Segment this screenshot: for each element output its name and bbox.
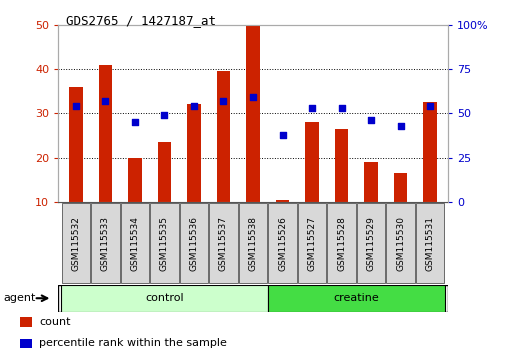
Text: GSM115536: GSM115536 xyxy=(189,216,198,271)
Text: GSM115530: GSM115530 xyxy=(395,216,405,271)
Text: GSM115533: GSM115533 xyxy=(100,216,110,271)
FancyBboxPatch shape xyxy=(91,204,119,283)
FancyBboxPatch shape xyxy=(268,204,296,283)
FancyBboxPatch shape xyxy=(297,204,326,283)
Text: count: count xyxy=(39,317,71,327)
Point xyxy=(248,95,257,100)
Bar xyxy=(98,65,112,202)
Point xyxy=(189,103,197,109)
Bar xyxy=(187,104,200,202)
FancyBboxPatch shape xyxy=(267,285,444,312)
Text: GSM115532: GSM115532 xyxy=(71,216,80,271)
Text: GSM115529: GSM115529 xyxy=(366,216,375,271)
Point xyxy=(219,98,227,104)
Point xyxy=(337,105,345,111)
Bar xyxy=(128,158,141,202)
Point xyxy=(308,105,316,111)
Point xyxy=(101,98,109,104)
Text: GSM115537: GSM115537 xyxy=(219,216,228,271)
Bar xyxy=(423,102,436,202)
Text: agent: agent xyxy=(3,293,35,303)
Bar xyxy=(217,71,230,202)
Text: control: control xyxy=(145,293,183,303)
Bar xyxy=(69,87,82,202)
FancyBboxPatch shape xyxy=(209,204,237,283)
Bar xyxy=(275,200,288,202)
Text: GSM115534: GSM115534 xyxy=(130,216,139,271)
FancyBboxPatch shape xyxy=(238,204,267,283)
Text: GSM115535: GSM115535 xyxy=(160,216,169,271)
Bar xyxy=(158,142,171,202)
Point xyxy=(72,103,80,109)
Text: percentile rank within the sample: percentile rank within the sample xyxy=(39,338,227,348)
FancyBboxPatch shape xyxy=(62,204,90,283)
Text: creatine: creatine xyxy=(333,293,378,303)
FancyBboxPatch shape xyxy=(179,204,208,283)
FancyBboxPatch shape xyxy=(150,204,178,283)
Point xyxy=(278,132,286,137)
FancyBboxPatch shape xyxy=(121,204,149,283)
FancyBboxPatch shape xyxy=(327,204,355,283)
Text: GSM115531: GSM115531 xyxy=(425,216,434,271)
Bar xyxy=(246,25,259,202)
Bar xyxy=(20,318,32,327)
Point xyxy=(396,123,404,129)
Text: GSM115527: GSM115527 xyxy=(307,216,316,271)
Bar xyxy=(305,122,318,202)
Point xyxy=(366,118,374,123)
Bar xyxy=(364,162,377,202)
Text: GSM115528: GSM115528 xyxy=(336,216,345,271)
Point xyxy=(131,119,139,125)
Point xyxy=(160,112,168,118)
Text: GSM115538: GSM115538 xyxy=(248,216,257,271)
Text: GDS2765 / 1427187_at: GDS2765 / 1427187_at xyxy=(66,14,215,27)
FancyBboxPatch shape xyxy=(386,204,414,283)
Point xyxy=(425,103,433,109)
FancyBboxPatch shape xyxy=(61,285,267,312)
FancyBboxPatch shape xyxy=(356,204,384,283)
Bar xyxy=(20,339,32,348)
Bar xyxy=(334,129,347,202)
Text: GSM115526: GSM115526 xyxy=(277,216,286,271)
FancyBboxPatch shape xyxy=(415,204,443,283)
Bar xyxy=(393,173,407,202)
